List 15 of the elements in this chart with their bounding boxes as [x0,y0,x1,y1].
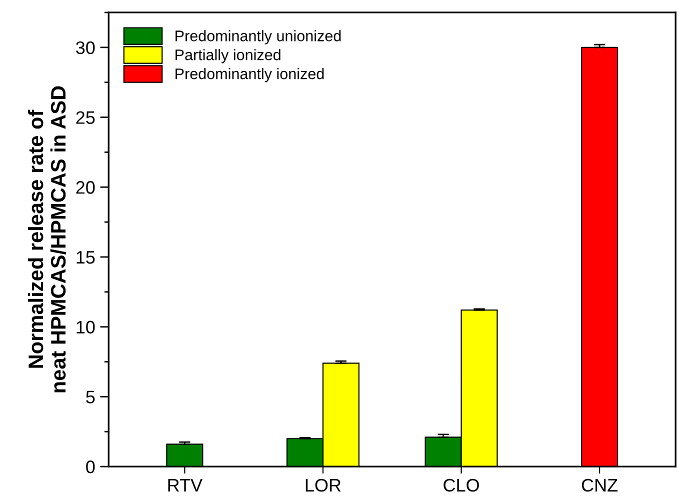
x-tick-label: LOR [306,478,341,492]
x-tick-label: CNZ [582,478,618,492]
y-tick-label: 25 [76,111,95,124]
x-tick-label: CLO [444,478,479,492]
y-tick-label: 10 [76,320,95,334]
legend-label: Predominantly ionized [176,68,324,82]
y-tick-label: 20 [76,181,95,194]
legend-label: Partially ionized [176,49,280,64]
y-tick-label: 15 [76,251,95,264]
y-axis-title: Normalized release rate of neat HPMCAS/HPMCAS in ASD [28,86,66,392]
legend-label: Predominantly unionized [176,30,341,44]
y-tick-label: 30 [76,41,95,54]
x-tick-label: RTV [168,479,203,492]
y-tick-label: 5 [86,390,95,404]
y-tick-label: 0 [86,460,95,474]
